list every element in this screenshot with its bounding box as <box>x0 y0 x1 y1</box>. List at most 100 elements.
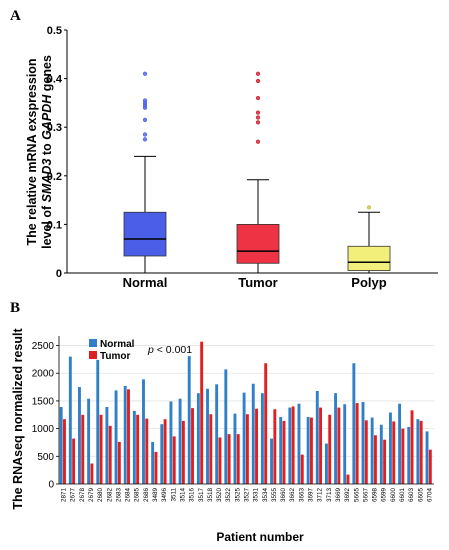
panel-a-letter: A <box>10 8 21 24</box>
x-category-label: Polyp <box>351 275 386 290</box>
y-tick-label: 0 <box>56 268 62 280</box>
bar-normal <box>78 387 81 484</box>
legend-swatch-normal <box>89 339 97 347</box>
box-tumor <box>236 71 280 274</box>
x-tick-label: 3712 <box>317 488 324 503</box>
bar-normal <box>324 443 328 484</box>
bar-tumor <box>236 434 240 484</box>
x-tick-label: 3660 <box>280 488 287 503</box>
x-tick-label: 3662 <box>289 488 296 503</box>
x-tick-label: 3531 <box>253 488 260 503</box>
panel-b-y-ticks: 0 500 1000 1500 2000 2500 <box>32 341 59 491</box>
x-tick-label: 3525 <box>234 488 241 503</box>
bar-normal <box>407 426 411 484</box>
bar-normal <box>306 416 310 484</box>
bar-tumor <box>383 439 387 484</box>
bar-tumor <box>374 435 377 484</box>
x-tick-label: 2871 <box>61 488 68 503</box>
bar-tumor <box>81 414 85 484</box>
panel-b-bars <box>59 341 432 484</box>
x-tick-label: 3692 <box>344 488 351 503</box>
panel-b-x-ticks: 2871 2677 2678 2679 2680 2682 2683 2684 2685 2686… <box>61 488 434 503</box>
bar-tumor <box>410 410 414 484</box>
x-tick-label: 6601 <box>399 488 406 503</box>
x-tick-label: 3527 <box>244 488 251 503</box>
bar-tumor <box>191 408 194 484</box>
bar-normal <box>379 424 383 484</box>
bar-tumor <box>337 407 341 484</box>
x-tick-label: 3520 <box>216 488 223 503</box>
bar-normal <box>59 407 63 484</box>
outlier-point <box>255 120 261 125</box>
x-tick-label: 3713 <box>326 488 333 503</box>
y-title-text: to <box>40 140 54 159</box>
bar-normal <box>114 390 118 484</box>
legend-label-normal: Normal <box>100 339 135 350</box>
bar-tumor <box>328 414 332 484</box>
bar-tumor <box>346 474 350 484</box>
bar-normal <box>160 424 164 484</box>
x-tick-label: 3516 <box>189 488 196 503</box>
bar-tumor <box>419 420 423 484</box>
outlier-point <box>255 95 261 101</box>
y-tick-label: 0.4 <box>47 74 63 86</box>
bar-normal <box>233 413 237 484</box>
x-tick-label: 5667 <box>362 488 369 503</box>
x-tick-label: 3669 <box>335 488 342 503</box>
bar-normal <box>260 393 264 484</box>
bar-normal <box>68 356 72 484</box>
x-tick-label: 3663 <box>298 488 305 503</box>
bar-normal <box>297 403 301 484</box>
bar-normal <box>398 403 402 484</box>
y-tick-label: 0.2 <box>47 171 62 183</box>
x-tick-label: 6598 <box>372 488 379 503</box>
bar-normal <box>169 401 173 484</box>
outlier-point <box>255 71 261 76</box>
bar-normal <box>178 398 182 484</box>
x-tick-label: 6605 <box>417 488 424 503</box>
bar-normal <box>132 410 136 484</box>
bar-tumor <box>401 428 405 484</box>
p-symbol: p <box>147 344 154 356</box>
bar-tumor <box>245 414 249 484</box>
box-polyp <box>347 205 391 274</box>
bar-tumor <box>117 441 121 484</box>
x-category-label: Normal <box>123 275 168 290</box>
bar-normal <box>196 393 200 484</box>
legend-swatch-tumor <box>89 351 97 359</box>
bar-tumor <box>90 463 94 484</box>
y-tick-label: 1000 <box>32 424 55 435</box>
panel-a-boxes <box>123 71 391 274</box>
box-iqr <box>347 245 391 271</box>
x-tick-label: 2682 <box>106 488 113 503</box>
outlier-point <box>142 132 148 137</box>
x-tick-label: 3514 <box>179 488 186 503</box>
x-tick-label: 2683 <box>115 488 122 503</box>
x-tick-label: 2677 <box>70 488 77 503</box>
bar-normal <box>416 419 420 484</box>
x-tick-label: 6600 <box>390 488 397 503</box>
x-tick-label: 3496 <box>161 488 168 503</box>
bar-normal <box>242 392 246 484</box>
x-tick-label: 2686 <box>143 488 150 503</box>
bar-tumor <box>209 414 213 484</box>
bar-normal <box>334 393 338 484</box>
x-tick-label: 5665 <box>353 488 360 503</box>
y-title-gene-1: SMAD3 <box>40 159 54 203</box>
outlier-point <box>142 117 148 123</box>
x-category-label: Tumor <box>238 275 277 290</box>
panel-b-y-axis-title: The RNAseq normalized result <box>11 328 25 510</box>
box-normal <box>123 71 167 274</box>
bar-tumor <box>364 420 368 484</box>
x-tick-label: 3555 <box>271 488 278 503</box>
y-title-gene-2: GAPDH <box>40 94 54 140</box>
panel-a-y-ticks: 0 0.1 0.2 0.3 0.4 0.5 <box>47 25 67 280</box>
y-tick-label: 0 <box>48 480 54 491</box>
box-iqr <box>123 211 167 257</box>
bar-tumor <box>428 449 432 484</box>
bar-tumor <box>319 407 323 484</box>
bar-tumor <box>136 414 140 484</box>
